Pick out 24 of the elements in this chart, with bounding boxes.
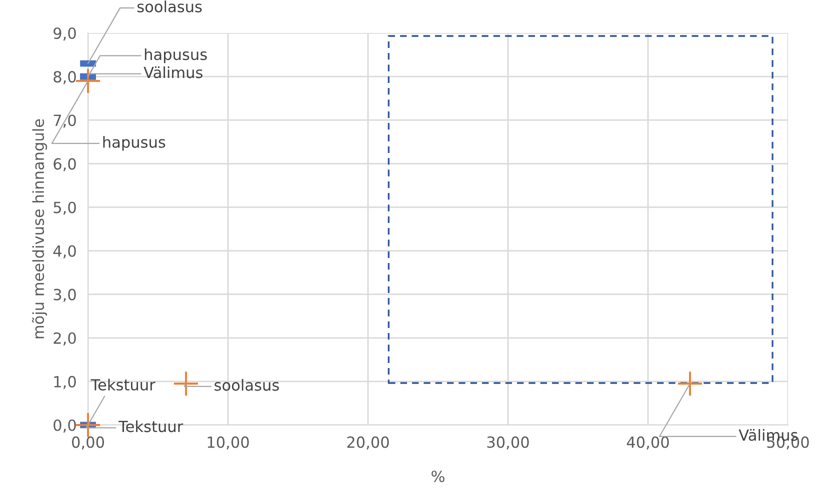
y-tick-label: 9,0 <box>54 27 76 41</box>
annotation: soolasus <box>214 379 279 391</box>
y-tick-label: 5,0 <box>54 202 76 215</box>
x-tick-label: 40,00 <box>626 436 669 450</box>
y-tick-label: 2,0 <box>54 332 76 346</box>
annotation: Tekstuur <box>90 378 156 391</box>
annotation: soolasus <box>137 0 202 12</box>
y-tick-label: 3,0 <box>54 288 76 302</box>
x-tick-label: 0,00 <box>72 436 104 450</box>
y-tick-label: 4,0 <box>53 245 76 258</box>
annotation: Tekstuur <box>118 420 184 432</box>
x-axis-title: % <box>432 470 444 482</box>
x-tick-label: 10,00 <box>208 436 249 450</box>
y-tick-label: 1,0 <box>54 376 76 390</box>
annotation: hapusus <box>103 136 166 151</box>
y-tick-label: 8,0 <box>54 71 76 84</box>
y-tick-label: 7,0 <box>54 114 76 128</box>
x-tick-label: 20,00 <box>347 436 389 450</box>
y-axis-title: mõju meeldivuse hinnangule <box>32 119 48 338</box>
annotation: Välimus <box>144 66 202 78</box>
y-tick-label: 0,0 <box>54 419 76 433</box>
x-tick-label: 30,00 <box>487 436 529 450</box>
annotation: hapusus <box>144 48 207 64</box>
y-tick-label: 6,0 <box>54 158 76 172</box>
